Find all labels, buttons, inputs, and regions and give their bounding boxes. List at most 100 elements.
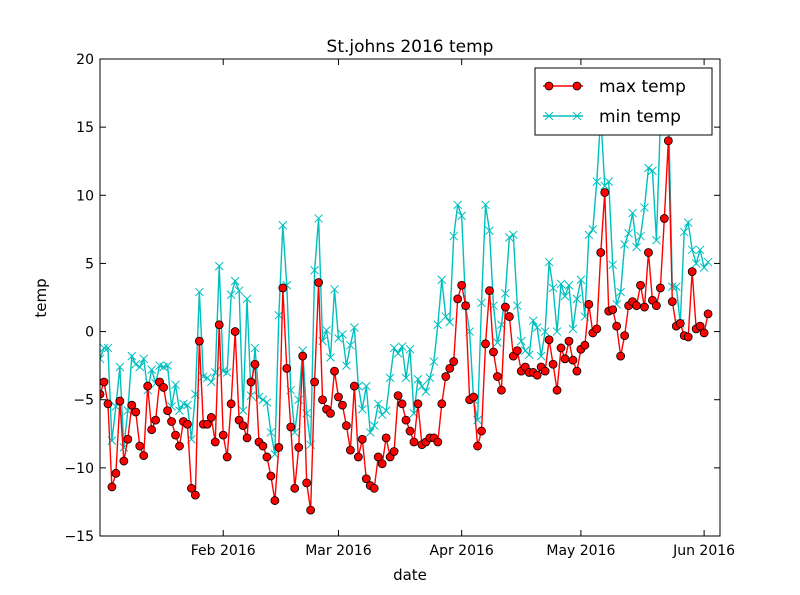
y-tick-label: −10 — [64, 461, 94, 477]
data-point-min-temp — [262, 398, 272, 407]
legend: max temp min temp — [534, 67, 713, 136]
data-point-max-temp — [353, 452, 363, 462]
data-point-min-temp — [620, 239, 629, 249]
x-axis-label: date — [393, 566, 427, 584]
data-point-min-temp — [222, 368, 232, 377]
data-point-min-temp — [357, 404, 367, 414]
data-point-min-temp — [636, 231, 645, 241]
data-point-max-temp — [143, 381, 153, 391]
data-point-min-temp — [699, 263, 709, 272]
data-point-min-temp — [100, 354, 105, 364]
data-point-min-temp — [226, 290, 236, 300]
data-point-min-temp — [640, 203, 649, 212]
data-point-max-temp — [127, 400, 137, 410]
data-point-max-temp — [167, 417, 176, 426]
data-point-max-temp — [123, 434, 133, 444]
data-point-max-temp — [282, 363, 292, 373]
y-tick-label: 0 — [85, 325, 94, 341]
data-point-max-temp — [449, 357, 459, 366]
data-point-min-temp — [632, 242, 641, 252]
data-point-min-temp — [540, 327, 550, 336]
data-point-min-temp — [512, 301, 522, 311]
data-point-max-temp — [544, 335, 554, 345]
data-point-max-temp — [226, 399, 236, 409]
data-point-max-temp — [401, 415, 411, 425]
data-point-max-temp — [100, 377, 109, 387]
data-point-max-temp — [640, 302, 649, 312]
data-point-max-temp — [437, 399, 447, 409]
data-point-min-temp — [679, 227, 689, 237]
data-point-min-temp — [481, 200, 490, 210]
data-point-max-temp — [330, 366, 339, 376]
data-point-max-temp — [504, 312, 514, 321]
data-point-max-temp — [485, 286, 494, 296]
legend-box — [534, 67, 713, 136]
data-point-max-temp — [675, 318, 685, 328]
data-point-min-temp — [413, 374, 423, 384]
data-point-max-temp — [210, 437, 220, 447]
data-point-min-temp — [397, 342, 407, 351]
data-point-max-temp — [183, 419, 192, 429]
data-point-max-temp — [373, 452, 383, 462]
data-point-min-temp — [214, 261, 224, 271]
data-point-max-temp — [266, 471, 276, 481]
data-point-min-temp — [536, 351, 546, 361]
y-axis-label: temp — [32, 278, 50, 317]
data-point-min-temp — [230, 276, 240, 286]
data-point-max-temp — [540, 366, 550, 376]
data-point-max-temp — [612, 321, 622, 331]
data-point-max-temp — [326, 408, 335, 418]
data-point-max-temp — [409, 437, 419, 447]
data-point-min-temp — [250, 343, 260, 353]
data-point-max-temp — [469, 392, 478, 402]
data-point-min-temp — [171, 380, 180, 390]
data-point-max-temp — [512, 346, 522, 356]
legend-marker-max-temp — [572, 81, 582, 91]
data-point-min-temp — [516, 336, 526, 346]
data-point-max-temp — [278, 283, 288, 293]
data-point-min-temp — [322, 325, 331, 335]
y-tick-label: −15 — [64, 529, 94, 545]
data-point-min-temp — [389, 343, 399, 353]
y-tick-label: −5 — [73, 393, 94, 409]
data-point-max-temp — [159, 383, 168, 392]
legend-marker-min-temp — [572, 111, 582, 121]
data-point-min-temp — [457, 211, 467, 221]
x-tick-label: Mar 2016 — [305, 543, 372, 559]
data-point-max-temp — [632, 301, 641, 311]
data-point-min-temp — [505, 233, 514, 242]
y-tick-label: 5 — [85, 256, 94, 272]
data-point-min-temp — [135, 362, 145, 372]
data-point-min-temp — [556, 279, 566, 289]
data-point-min-temp — [115, 362, 125, 372]
data-point-min-temp — [453, 200, 463, 210]
legend-label-min-temp: min temp — [599, 107, 681, 127]
data-point-max-temp — [572, 366, 582, 376]
x-tick-label: Apr 2016 — [430, 543, 494, 559]
data-point-max-temp — [652, 301, 661, 311]
data-point-max-temp — [695, 321, 705, 331]
data-point-min-temp — [314, 214, 323, 223]
data-point-min-temp — [131, 359, 141, 369]
data-point-max-temp — [310, 377, 320, 387]
data-point-max-temp — [230, 327, 240, 336]
data-point-min-temp — [477, 298, 486, 308]
data-point-max-temp — [298, 351, 308, 361]
data-point-min-temp — [644, 163, 653, 173]
data-point-max-temp — [302, 478, 312, 488]
data-point-max-temp — [274, 443, 284, 452]
data-point-max-temp — [190, 490, 200, 500]
data-point-min-temp — [238, 406, 248, 415]
data-point-max-temp — [477, 426, 486, 436]
data-point-min-temp — [103, 343, 113, 353]
data-point-min-temp — [350, 323, 359, 332]
data-point-max-temp — [286, 422, 296, 432]
data-point-max-temp — [393, 391, 403, 401]
data-point-min-temp — [616, 287, 625, 297]
data-point-min-temp — [652, 235, 661, 245]
data-point-max-temp — [481, 339, 490, 349]
data-point-min-temp — [687, 245, 697, 255]
data-point-max-temp — [318, 395, 327, 405]
